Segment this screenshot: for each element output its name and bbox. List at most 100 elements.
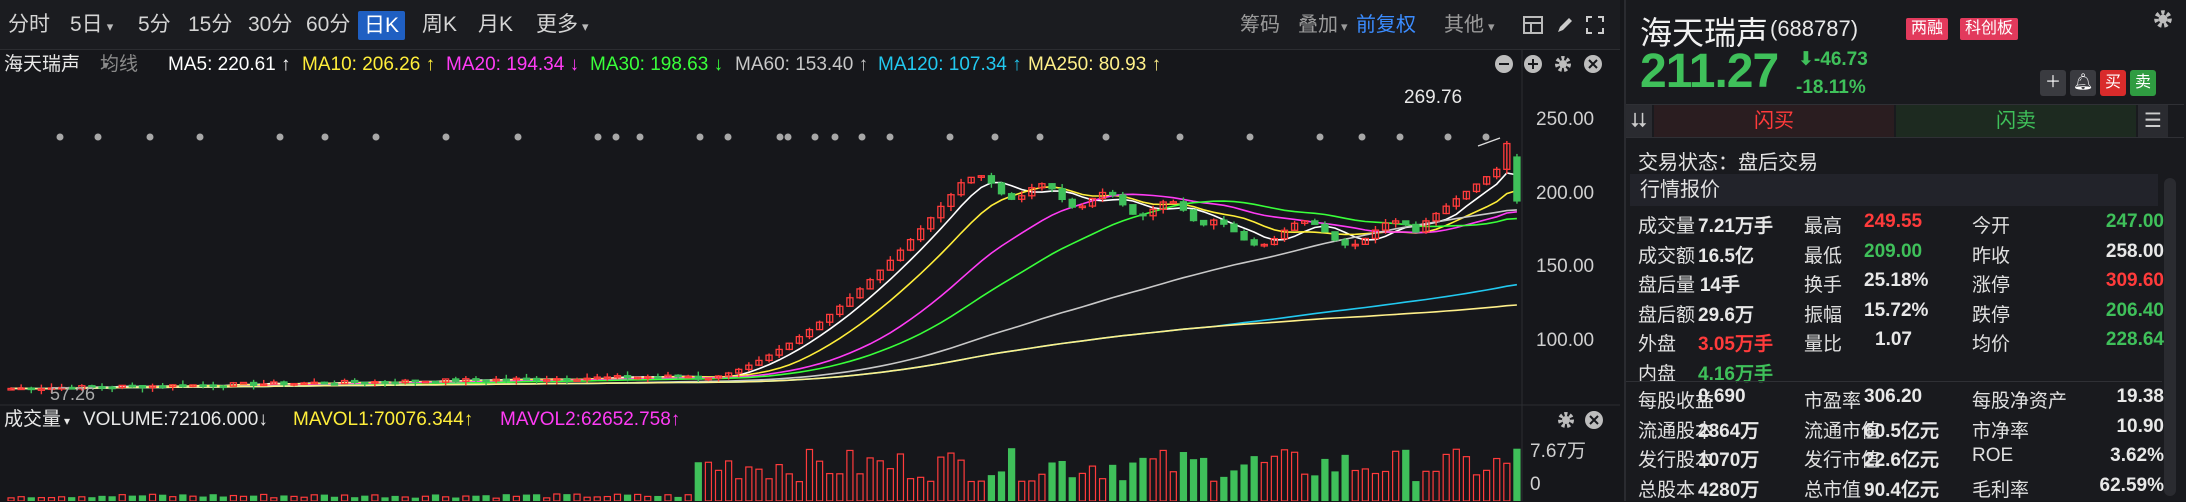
quote-value: 29.6万 [1698,304,1754,326]
close-icon[interactable] [1583,54,1603,74]
zoom-in-icon[interactable] [1523,54,1543,74]
volume-settings-icon[interactable] [1556,410,1576,430]
candle-body [694,375,702,380]
quote-value: 15.72% [1864,299,1929,321]
volume-bar [543,497,551,501]
arrow-down-icon: ⬇ [1798,49,1814,70]
overlay-button[interactable]: 叠加 ▾ [1298,0,1348,50]
panel-settings-icon[interactable] [2152,8,2174,30]
volume-bar [1462,456,1471,501]
chevron-down-icon: ▾ [103,58,110,72]
period-5day[interactable]: 5日 ▾ [70,0,113,50]
quote-value: 16.5亿 [1698,245,1754,267]
collapse-icon[interactable]: ⮇ [1626,105,1652,137]
candle-body [623,375,632,379]
candle-body [1503,142,1511,170]
volume-bar [1018,480,1026,501]
candle-body [260,383,268,387]
volume-bar [856,473,864,501]
volume-title[interactable]: 成交量 ▾ [4,405,70,436]
candle-body [502,378,510,382]
bell-icon[interactable]: 🔔︎ [2070,70,2096,96]
candle-body [1078,205,1087,209]
settings-icon[interactable] [1553,54,1573,74]
period-fenshi[interactable]: 分时 [8,13,50,36]
volume-bar [674,496,682,501]
period-60min[interactable]: 60分 [306,13,351,36]
quote-label: 最高 [1804,216,1843,237]
kline-chart[interactable]: 海天瑞声 均线 ▾ MA5: 220.61 ↑ MA10: 206.26 ↑ MA… [0,50,1620,501]
menu-icon[interactable]: ☰ [2138,105,2168,137]
other-button[interactable]: 其他 ▾ [1444,0,1495,50]
event-dot [784,133,792,141]
volume-bar [1301,473,1309,501]
volume-bar [1361,468,1369,501]
stock-code: (688787) [1770,16,1859,41]
volume-bar [1402,449,1410,501]
flash-sell-button[interactable]: 闪卖 [1896,105,2136,137]
quote-label: 昨收 [1972,245,2011,267]
candle-body [1169,201,1178,204]
candle-body [674,374,682,378]
legend-stock-name: 海天瑞声 [4,54,81,75]
volume-bar [573,493,581,501]
candle-body [7,387,15,391]
volume-bar [775,464,783,501]
event-dot [612,133,620,141]
volume-bar [755,468,763,501]
candle-body [361,381,369,385]
candle-body [927,217,935,230]
candle-body [1179,201,1188,211]
chevron-down-icon: ▾ [1341,19,1348,34]
candle-body [1280,229,1289,240]
sell-button[interactable]: 卖 [2130,70,2156,96]
panel-scrollbar[interactable] [2164,178,2176,496]
layout-icon[interactable] [1522,14,1544,36]
quote-value: 1.07 [1875,329,1912,350]
event-dot [1358,133,1366,141]
period-more[interactable]: 更多 ▾ [536,0,589,50]
volume-bar [1472,474,1481,501]
chip-distribution-button[interactable]: 筹码 [1240,14,1280,36]
ma10-line [11,185,1518,390]
volume-bar [1321,458,1329,501]
flash-trade-bar: ⮇ 闪买 闪卖 ☰ [1626,104,2184,138]
fund-label: 流通股本 [1638,420,1715,442]
period-30min[interactable]: 30分 [248,13,293,36]
candle-body [249,381,258,387]
candle-body [219,385,227,389]
volume-bar [1179,452,1188,501]
quote-value: 4.16万手 [1698,363,1773,385]
candle-body [593,376,601,380]
volume-bar [1119,480,1127,501]
volume-bar [169,496,177,501]
period-daily-k[interactable]: 日K [358,11,406,40]
candle-body [1240,231,1248,241]
volume-bar [17,496,25,501]
pen-icon[interactable] [1554,14,1576,36]
volume-bar [1098,478,1107,501]
flash-buy-button[interactable]: 闪买 [1654,105,1894,137]
stock-name: 海天瑞声 [1640,15,1769,51]
add-watchlist-icon[interactable]: ＋ [2040,70,2066,96]
buy-button[interactable]: 买 [2100,70,2126,96]
event-dot [831,133,839,141]
volume-bar [977,480,985,501]
adjust-button[interactable]: 前复权 [1356,14,1416,36]
mavol2-value: MAVOL2:62652.758↑ [500,409,681,430]
candle-body [452,378,460,382]
fund-value: 62.59% [2099,474,2164,496]
quote-panel: 海天瑞声 (688787) 两融 科创板 211.27 ⬇-46.73 -18.… [1624,0,2186,501]
period-monthly-k[interactable]: 月K [478,13,514,36]
fund-value: 3.62% [2110,445,2164,466]
period-weekly-k[interactable]: 周K [422,13,458,36]
volume-close-icon[interactable] [1584,410,1604,430]
event-dot [94,133,102,141]
fullscreen-icon[interactable] [1584,14,1606,36]
period-15min[interactable]: 15分 [188,13,233,36]
period-5min[interactable]: 5分 [138,13,171,36]
zoom-out-icon[interactable] [1494,54,1514,74]
volume-bar [522,494,531,501]
event-dot [1102,133,1110,141]
fund-value: 19.38 [2116,386,2164,407]
